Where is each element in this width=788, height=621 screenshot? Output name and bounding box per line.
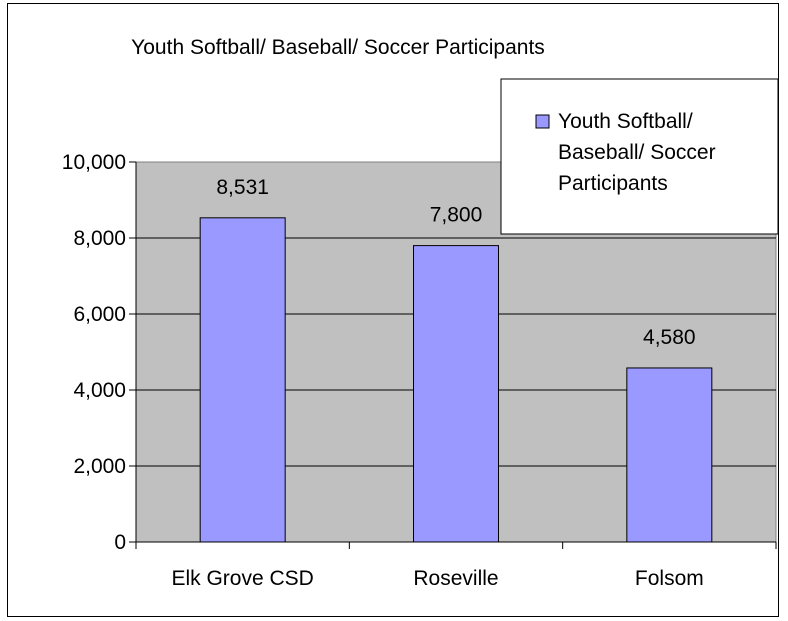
y-tick-label: 4,000: [73, 379, 126, 402]
legend-swatch: [535, 114, 550, 129]
x-tick-label: Elk Grove CSD: [171, 567, 313, 590]
bar: [199, 217, 286, 543]
y-tick-label: 0: [114, 531, 126, 554]
data-labels: 8,531 7,800 4,580: [216, 176, 695, 349]
chart-frame: Youth Softball/ Baseball/ Soccer Partici…: [7, 3, 779, 617]
y-tick-label: 6,000: [73, 303, 126, 326]
data-label: 8,531: [216, 176, 269, 199]
bar: [626, 367, 713, 543]
chart-title: Youth Softball/ Baseball/ Soccer Partici…: [131, 36, 545, 59]
legend-label-line-2: Baseball/ Soccer: [558, 141, 716, 164]
data-label: 7,800: [430, 204, 483, 227]
y-axis-ticks: 0 2,000 4,000 6,000 8,000 10,000: [62, 151, 136, 554]
x-tick-label: Folsom: [635, 567, 704, 590]
y-tick-label: 8,000: [73, 227, 126, 250]
y-tick-label: 10,000: [62, 151, 126, 174]
legend: Youth Softball/ Baseball/ Soccer Partici…: [500, 78, 779, 235]
bar: [413, 245, 499, 543]
data-label: 4,580: [643, 326, 696, 349]
x-tick-label: Roseville: [413, 567, 498, 590]
y-tick-label: 2,000: [73, 455, 126, 478]
legend-box: [500, 78, 779, 235]
x-axis-ticks: Elk Grove CSD Roseville Folsom: [135, 542, 777, 590]
legend-label-line-3: Participants: [558, 172, 668, 195]
bar-chart: Youth Softball/ Baseball/ Soccer Partici…: [62, 36, 779, 590]
legend-label-line-1: Youth Softball/: [558, 110, 693, 133]
